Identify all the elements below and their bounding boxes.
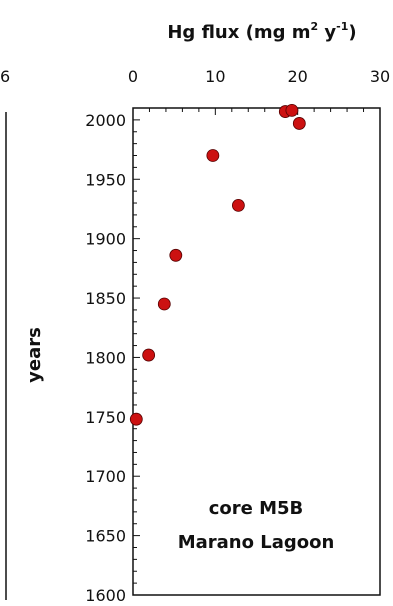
data-point [169, 248, 183, 262]
data-point [129, 412, 143, 426]
data-point [231, 198, 245, 212]
y-tick-label: 1750 [85, 408, 126, 427]
data-point [285, 103, 299, 117]
y-tick-label: 1800 [85, 348, 126, 367]
data-point [292, 117, 306, 130]
title-mid: y [318, 22, 336, 43]
x-tick-label: 0 [128, 67, 138, 86]
y-tick-label: 1850 [85, 289, 126, 308]
plot-frame [132, 107, 381, 596]
title-prefix: Hg flux (mg m [167, 22, 310, 43]
annotation-lagoon: Marano Lagoon [178, 532, 335, 553]
x-tick-label: 10 [205, 67, 225, 86]
plot-area: 0 10 20 30 1600 1650 1700 1750 1800 1850 1900 1950 2… [85, 67, 390, 605]
y-tick-label: 2000 [85, 111, 126, 130]
clipped-x-tick-label: 6 [0, 67, 10, 86]
title-sup-1: 2 [311, 20, 319, 33]
data-point [142, 348, 156, 362]
data-point [206, 149, 220, 162]
y-axis-label: years [24, 327, 45, 383]
y-tick-label: 1650 [85, 527, 126, 546]
y-tick-label: 1950 [85, 170, 126, 189]
chart-title: Hg flux (mg m2 y-1) [167, 20, 356, 43]
x-tick-label: 30 [370, 67, 390, 86]
title-sup-2: -1 [336, 20, 348, 33]
y-tick-label: 1700 [85, 467, 126, 486]
x-tick-label: 20 [287, 67, 307, 86]
title-suffix: ) [348, 22, 356, 43]
y-tick-label: 1900 [85, 230, 126, 249]
y-tick-label: 1600 [85, 586, 126, 605]
data-point [157, 297, 171, 311]
annotation-core: core M5B [209, 498, 304, 519]
